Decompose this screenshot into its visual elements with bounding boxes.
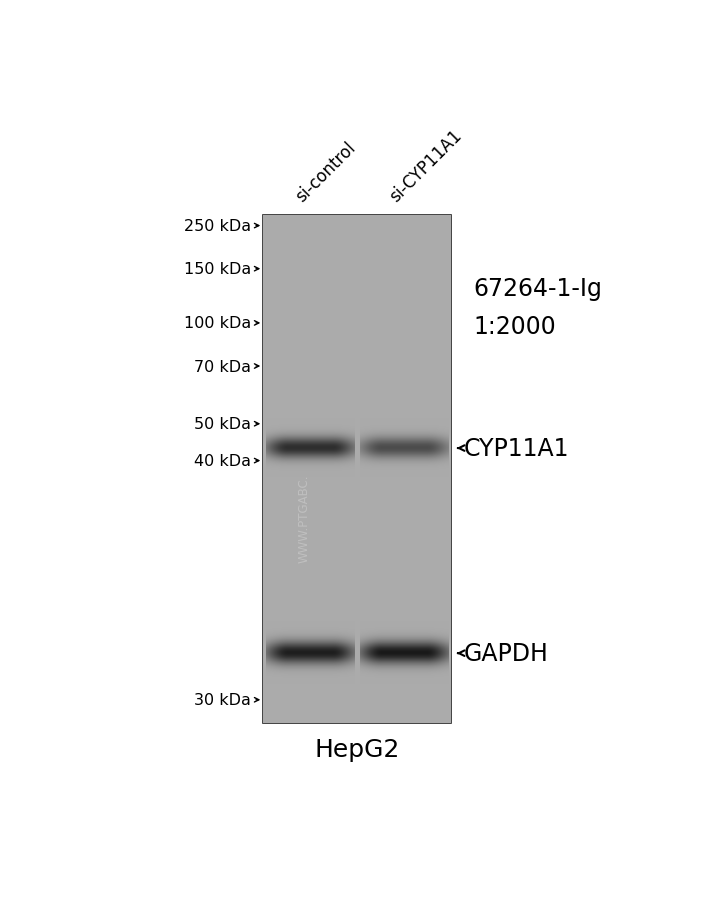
Text: WWW.PTGABC.COM: WWW.PTGABC.COM	[298, 446, 311, 562]
Text: 50 kDa: 50 kDa	[194, 417, 251, 432]
Text: CYP11A1: CYP11A1	[463, 437, 569, 461]
Text: 70 kDa: 70 kDa	[194, 359, 251, 374]
Text: 100 kDa: 100 kDa	[184, 316, 251, 331]
Text: 40 kDa: 40 kDa	[194, 454, 251, 468]
Text: GAPDH: GAPDH	[463, 641, 548, 666]
Text: HepG2: HepG2	[314, 737, 400, 760]
Text: 30 kDa: 30 kDa	[194, 693, 251, 707]
Text: 67264-1-Ig: 67264-1-Ig	[473, 277, 602, 300]
Text: 250 kDa: 250 kDa	[184, 219, 251, 234]
Text: si-control: si-control	[292, 139, 359, 206]
Text: 1:2000: 1:2000	[473, 315, 556, 339]
Text: si-CYP11A1: si-CYP11A1	[386, 126, 465, 206]
Bar	[263, 216, 451, 723]
Text: 150 kDa: 150 kDa	[184, 262, 251, 277]
